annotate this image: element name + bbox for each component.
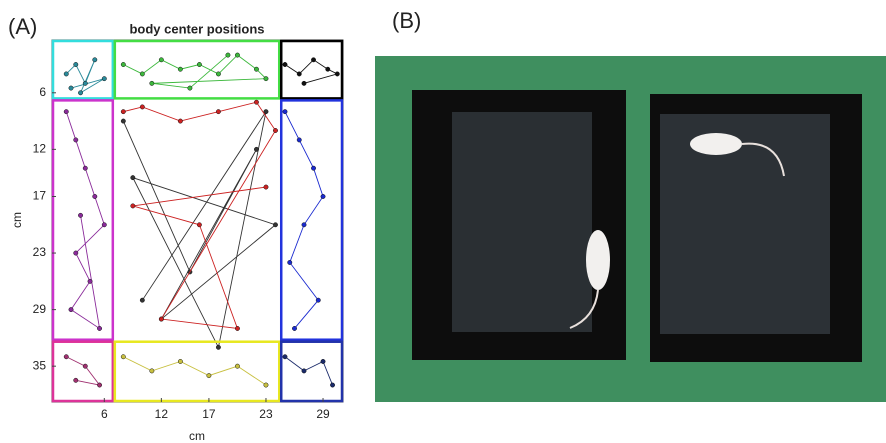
position-point [235,364,239,368]
position-point [178,119,182,123]
panel-label: (B) [392,8,421,33]
y-tick-label: 17 [33,189,47,203]
position-point [159,58,163,62]
y-axis-label: cm [10,212,24,228]
position-point [121,119,125,123]
position-point [121,62,125,66]
position-point [69,86,73,90]
position-point [235,326,239,330]
position-point [283,109,287,113]
position-point [64,109,68,113]
position-point [64,72,68,76]
position-point [235,53,239,57]
mouse [586,230,610,290]
position-point [74,378,78,382]
position-point [254,100,258,104]
position-point [140,105,144,109]
x-tick-label: 29 [316,407,330,421]
position-point [302,223,306,227]
position-point [283,355,287,359]
position-point [64,355,68,359]
x-axis-label: cm [189,429,205,443]
panel-label: (A) [8,14,37,39]
position-point [102,223,106,227]
position-point [140,298,144,302]
position-point [159,317,163,321]
y-tick-label: 6 [39,85,46,99]
position-point [88,279,92,283]
position-point [302,369,306,373]
position-point [150,369,154,373]
position-point [335,72,339,76]
position-point [321,359,325,363]
position-point [78,213,82,217]
position-point [297,72,301,76]
position-point [197,223,201,227]
position-point [216,109,220,113]
position-point [330,383,334,387]
position-point [74,62,78,66]
y-tick-label: 23 [33,245,47,259]
position-point [78,91,82,95]
position-point [178,67,182,71]
position-point [283,62,287,66]
position-point [311,58,315,62]
position-point [83,364,87,368]
x-tick-label: 12 [155,407,169,421]
x-tick-label: 6 [101,407,108,421]
position-point [207,373,211,377]
position-point [273,223,277,227]
position-point [178,359,182,363]
position-point [93,58,97,62]
position-point [264,76,268,80]
position-point [74,251,78,255]
position-point [216,345,220,349]
position-point [326,67,330,71]
mouse [690,133,742,155]
position-point [140,72,144,76]
x-tick-label: 23 [259,407,273,421]
position-point [316,298,320,302]
position-point [93,194,97,198]
position-point [83,166,87,170]
position-point [102,76,106,80]
position-point [97,326,101,330]
position-point [321,194,325,198]
chart-title: body center positions [129,21,264,36]
position-point [311,166,315,170]
position-point [302,81,306,85]
position-point [273,128,277,132]
position-point [69,307,73,311]
position-point [131,204,135,208]
x-tick-label: 17 [202,407,216,421]
arena-floor [660,114,830,334]
position-point [83,81,87,85]
y-tick-label: 12 [33,142,47,156]
position-point [131,175,135,179]
plot-area [52,40,343,402]
position-point [264,185,268,189]
position-point [254,67,258,71]
photo [375,56,886,402]
position-point [74,138,78,142]
position-point [121,109,125,113]
plot: 6 12 17 23 29 6 12 17 23 29 35 [33,40,343,421]
figure: (A) (B) body center positions cm cm 6 12 1… [0,0,886,443]
arena-floor [452,112,592,332]
position-point [297,138,301,142]
position-point [188,86,192,90]
position-point [264,383,268,387]
position-point [288,260,292,264]
position-point [264,109,268,113]
position-point [150,81,154,85]
position-point [121,355,125,359]
y-tick-label: 35 [33,358,47,372]
position-point [292,326,296,330]
position-point [97,383,101,387]
position-point [226,53,230,57]
position-point [216,72,220,76]
position-point [197,62,201,66]
y-tick-label: 29 [33,302,47,316]
position-point [254,147,258,151]
